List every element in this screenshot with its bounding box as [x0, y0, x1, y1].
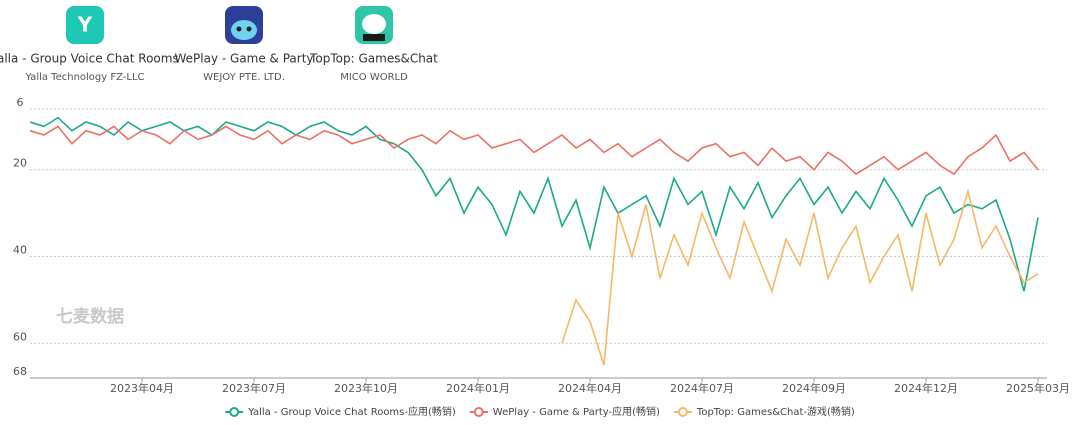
y-tick-label: 60	[13, 330, 27, 343]
app-name: TopTop: Games&Chat	[309, 52, 438, 66]
legend-label: Yalla - Group Voice Chat Rooms-应用(畅销)	[247, 405, 456, 418]
app-name: WePlay - Game & Party	[174, 52, 313, 66]
app-icon	[225, 6, 263, 44]
x-tick-label: 2024年04月	[558, 381, 622, 395]
y-tick-label: 20	[13, 157, 27, 170]
svg-text:Y: Y	[77, 13, 93, 37]
app-publisher: MICO WORLD	[340, 72, 408, 83]
x-tick-label: 2023年04月	[110, 381, 174, 395]
x-tick-label: 2025年03月	[1006, 381, 1070, 395]
x-tick-label: 2023年10月	[334, 381, 398, 395]
x-tick-label: 2024年01月	[446, 381, 510, 395]
y-tick-label: 6	[17, 96, 24, 109]
series-line	[561, 188, 1039, 366]
legend-marker	[677, 407, 688, 417]
legend-label: WePlay - Game & Party-应用(畅销)	[493, 405, 660, 418]
app-publisher: WEJOY PTE. LTD.	[203, 72, 285, 83]
app-publisher: Yalla Technology FZ-LLC	[24, 72, 144, 83]
watermark: 七麦数据	[56, 306, 124, 327]
legend: Yalla - Group Voice Chat Rooms-应用(畅销) WeP…	[225, 405, 855, 418]
legend-marker	[229, 407, 240, 417]
legend-label: TopTop: Games&Chat-游戏(畅销)	[696, 405, 855, 418]
x-tick-label: 2024年09月	[782, 381, 846, 395]
app-name: Yalla - Group Voice Chat Rooms	[0, 52, 179, 66]
app-icon	[355, 6, 393, 44]
x-tick-label: 2023年07月	[222, 381, 286, 395]
app-icon: Y	[66, 6, 104, 44]
series-line	[29, 125, 1039, 176]
y-tick-label: 40	[13, 244, 27, 257]
legend-marker	[473, 407, 484, 417]
series-line	[29, 116, 1039, 292]
x-tick-label: 2024年07月	[670, 381, 734, 395]
x-tick-label: 2024年12月	[894, 381, 958, 395]
y-tick-label: 68	[13, 365, 27, 378]
